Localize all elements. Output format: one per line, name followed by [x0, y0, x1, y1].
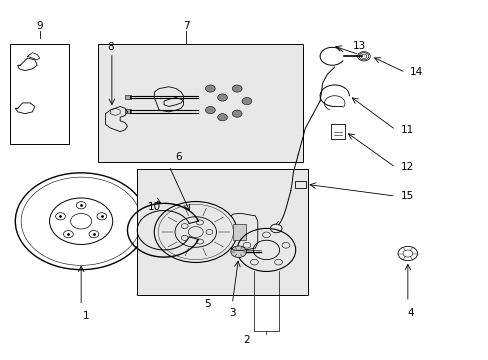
Text: 14: 14: [409, 67, 423, 77]
Text: 9: 9: [36, 21, 43, 31]
Bar: [125, 109, 131, 113]
Circle shape: [205, 85, 215, 92]
Text: 5: 5: [204, 299, 211, 309]
Bar: [125, 95, 131, 99]
Bar: [330, 124, 345, 139]
Text: 4: 4: [406, 308, 413, 318]
Text: 2: 2: [243, 334, 250, 345]
Circle shape: [217, 114, 227, 121]
Bar: [233, 224, 245, 240]
Text: 1: 1: [82, 311, 89, 321]
Text: 3: 3: [228, 308, 235, 318]
Text: 11: 11: [400, 125, 413, 135]
Text: 10: 10: [147, 202, 161, 212]
Bar: [294, 181, 306, 188]
Text: 12: 12: [400, 162, 413, 172]
Circle shape: [205, 107, 215, 114]
Bar: [10, 44, 69, 144]
Circle shape: [232, 110, 242, 117]
Circle shape: [230, 246, 246, 257]
Circle shape: [242, 98, 251, 105]
Text: 6: 6: [175, 152, 182, 162]
Bar: [98, 44, 303, 162]
Bar: [137, 169, 307, 295]
Text: 13: 13: [352, 41, 365, 50]
Text: 7: 7: [183, 21, 189, 31]
Circle shape: [232, 85, 242, 92]
Text: 15: 15: [400, 191, 413, 201]
Circle shape: [217, 94, 227, 101]
Text: 8: 8: [107, 42, 114, 52]
